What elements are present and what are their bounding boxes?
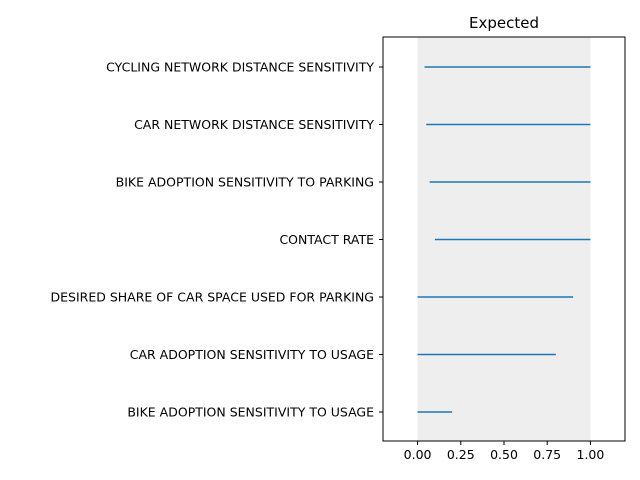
y-tick-label: CAR ADOPTION SENSITIVITY TO USAGE xyxy=(130,347,374,362)
y-tick-label: CAR NETWORK DISTANCE SENSITIVITY xyxy=(134,117,374,132)
x-tick-label: 0.50 xyxy=(490,447,518,462)
y-tick-label: CONTACT RATE xyxy=(279,232,374,247)
y-axis: CYCLING NETWORK DISTANCE SENSITIVITY CAR … xyxy=(51,60,383,420)
x-tick-label: 0.75 xyxy=(533,447,561,462)
x-tick-label: 1.00 xyxy=(577,447,605,462)
x-tick-label: 0.25 xyxy=(447,447,475,462)
y-tick-label: BIKE ADOPTION SENSITIVITY TO PARKING xyxy=(116,175,374,190)
range-lines xyxy=(417,66,591,413)
x-axis: 0.00 0.25 0.50 0.75 1.00 xyxy=(404,441,605,462)
y-tick-label: CYCLING NETWORK DISTANCE SENSITIVITY xyxy=(106,60,374,75)
y-tick-label: DESIRED SHARE OF CAR SPACE USED FOR PARK… xyxy=(51,290,374,305)
y-tick-label: BIKE ADOPTION SENSITIVITY TO USAGE xyxy=(127,405,374,420)
chart-title: Expected xyxy=(469,14,539,32)
x-tick-label: 0.00 xyxy=(404,447,432,462)
